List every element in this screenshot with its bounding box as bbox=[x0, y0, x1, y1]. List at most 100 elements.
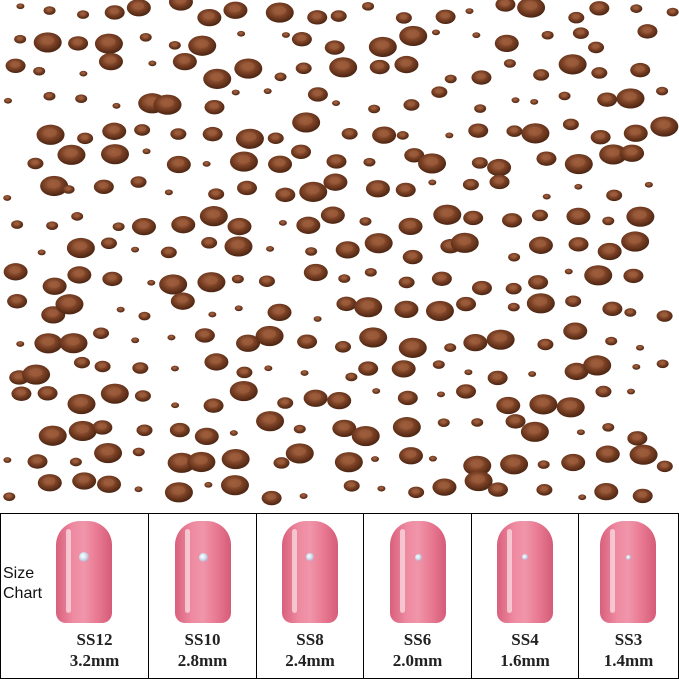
rhinestone bbox=[568, 11, 585, 24]
rhinestone bbox=[644, 181, 653, 188]
rhinestone bbox=[167, 452, 196, 473]
rhinestone bbox=[37, 386, 58, 401]
rhinestone bbox=[605, 336, 618, 346]
rhinestone bbox=[327, 392, 352, 410]
rhinestone bbox=[37, 249, 46, 256]
rhinestone bbox=[275, 187, 296, 203]
rhinestone bbox=[398, 337, 427, 358]
rhinestone bbox=[79, 70, 88, 77]
rhinestone bbox=[404, 148, 425, 163]
rhinestone bbox=[511, 97, 520, 104]
rhinestone bbox=[656, 310, 673, 322]
rhinestone bbox=[399, 25, 428, 47]
size-mm: 2.0mm bbox=[392, 651, 443, 670]
rhinestone bbox=[626, 388, 635, 395]
rhinestone bbox=[471, 280, 492, 296]
rhinestone bbox=[116, 306, 125, 313]
rhinestone-sample bbox=[198, 552, 208, 562]
rhinestone bbox=[487, 370, 508, 386]
rhinestone bbox=[220, 475, 249, 496]
rhinestone bbox=[395, 182, 416, 198]
rhinestone bbox=[14, 34, 27, 44]
rhinestone bbox=[33, 66, 46, 76]
rhinestone bbox=[335, 341, 352, 353]
rhinestone bbox=[537, 338, 554, 351]
rhinestone bbox=[558, 54, 587, 75]
rhinestone bbox=[623, 268, 644, 284]
rhinestone bbox=[334, 452, 363, 473]
rhinestone bbox=[221, 449, 250, 470]
rhinestone bbox=[666, 7, 679, 17]
rhinestone bbox=[606, 189, 623, 202]
rhinestone bbox=[364, 267, 377, 277]
rhinestone bbox=[170, 292, 195, 310]
rhinestone bbox=[164, 189, 173, 196]
rhinestone bbox=[300, 370, 309, 376]
rhinestone bbox=[627, 431, 648, 446]
rhinestone bbox=[153, 94, 182, 115]
size-cell: SS10 2.8mm bbox=[149, 514, 257, 678]
nail bbox=[497, 521, 553, 623]
rhinestone bbox=[234, 305, 243, 312]
rhinestone bbox=[486, 329, 515, 350]
rhinestone bbox=[59, 333, 88, 354]
rhinestone bbox=[345, 372, 358, 382]
rhinestone bbox=[354, 297, 383, 318]
rhinestone bbox=[299, 493, 308, 499]
rhinestone bbox=[650, 116, 679, 137]
rhinestone bbox=[332, 100, 341, 107]
rhinestone bbox=[201, 237, 218, 249]
rhinestone bbox=[630, 4, 643, 13]
rhinestone bbox=[444, 343, 457, 352]
rhinestone bbox=[57, 144, 86, 165]
rhinestone bbox=[396, 131, 409, 140]
rhinestone bbox=[465, 8, 474, 14]
rhinestone bbox=[533, 69, 550, 81]
nail bbox=[600, 521, 656, 623]
rhinestone-sample bbox=[79, 552, 89, 562]
rhinestone bbox=[363, 157, 376, 167]
rhinestone bbox=[602, 422, 615, 432]
rhinestone bbox=[170, 365, 179, 372]
rhinestone bbox=[77, 132, 94, 145]
rhinestone bbox=[134, 124, 151, 136]
rhinestone-scatter bbox=[3, 0, 679, 506]
rhinestone bbox=[168, 40, 181, 50]
rhinestone bbox=[330, 10, 347, 22]
rhinestone bbox=[5, 58, 26, 73]
rhinestone bbox=[67, 393, 96, 415]
rhinestone bbox=[138, 311, 151, 321]
rhinestone bbox=[16, 3, 25, 10]
rhinestone bbox=[588, 41, 605, 54]
rhinestone bbox=[471, 157, 488, 169]
rhinestone bbox=[307, 87, 328, 102]
rhinestone bbox=[326, 154, 347, 169]
size-code: SS8 bbox=[296, 630, 324, 649]
rhinestone bbox=[584, 265, 613, 286]
rhinestone bbox=[341, 127, 358, 140]
rhinestone bbox=[274, 72, 287, 82]
rhinestone bbox=[236, 334, 261, 352]
rhinestone bbox=[3, 492, 16, 501]
rhinestone bbox=[278, 219, 287, 226]
rhinestone bbox=[536, 484, 553, 496]
rhinestone bbox=[487, 482, 508, 497]
rhinestone bbox=[69, 457, 82, 467]
rhinestone bbox=[332, 419, 357, 438]
rhinestone bbox=[132, 362, 149, 374]
rhinestone bbox=[131, 337, 140, 344]
rhinestone bbox=[142, 148, 151, 155]
rhinestone bbox=[371, 456, 380, 462]
rhinestone bbox=[266, 245, 275, 252]
rhinestone bbox=[636, 344, 645, 351]
rhinestone bbox=[33, 32, 62, 53]
rhinestone bbox=[166, 155, 191, 174]
rhinestone bbox=[564, 268, 573, 275]
rhinestone bbox=[574, 183, 583, 190]
rhinestone bbox=[94, 33, 123, 54]
rhinestone bbox=[368, 36, 397, 58]
rhinestone bbox=[136, 424, 153, 437]
rhinestone bbox=[168, 0, 193, 11]
rhinestone bbox=[595, 445, 620, 463]
size-cell: SS6 2.0mm bbox=[364, 514, 472, 678]
